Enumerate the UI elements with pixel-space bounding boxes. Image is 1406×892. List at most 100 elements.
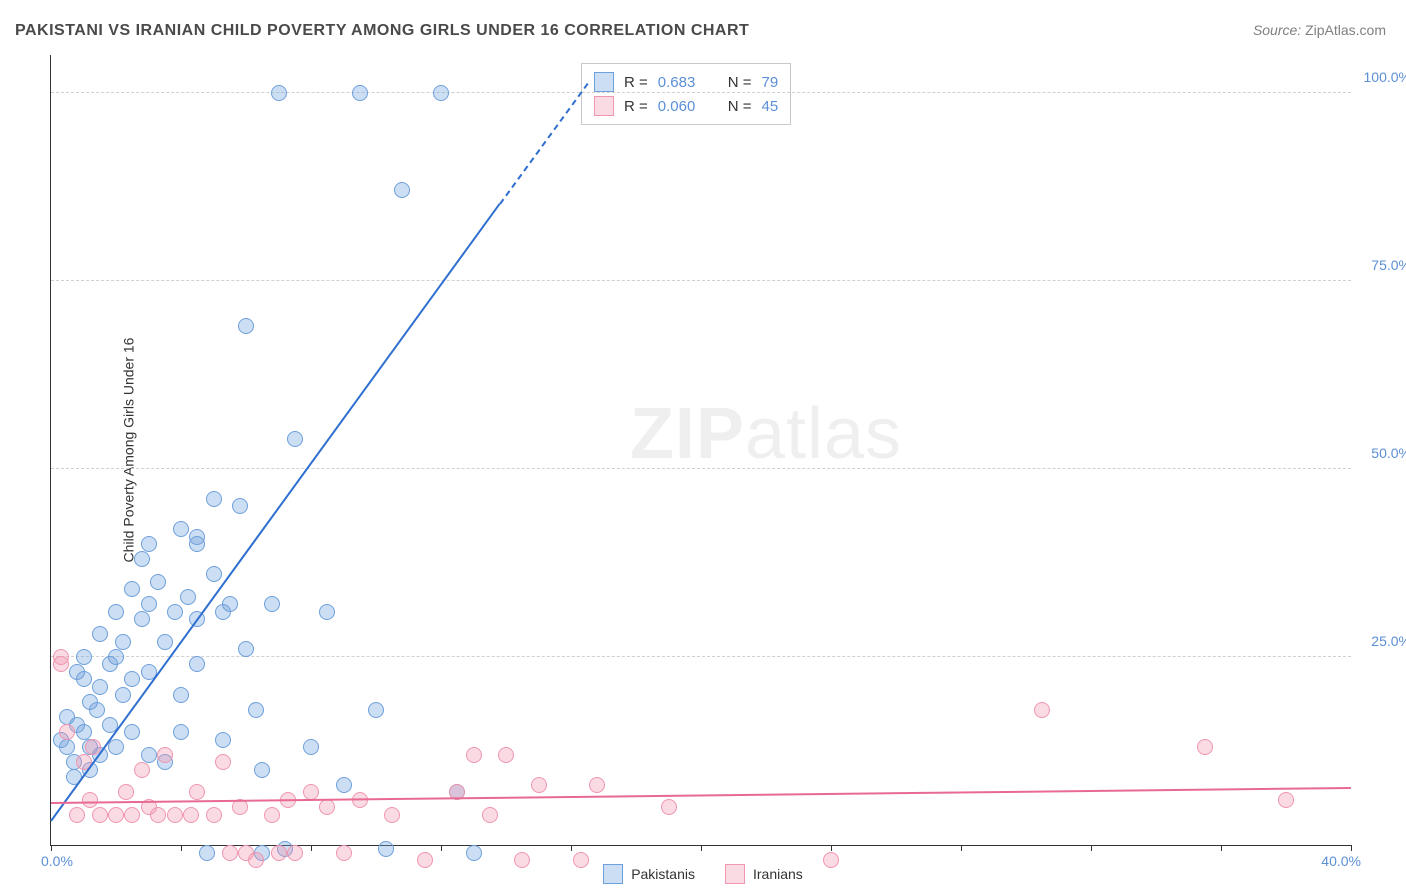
trend-line xyxy=(50,204,500,822)
scatter-point xyxy=(92,626,108,642)
scatter-point xyxy=(206,807,222,823)
scatter-point xyxy=(199,845,215,861)
scatter-point xyxy=(180,589,196,605)
scatter-point xyxy=(319,604,335,620)
scatter-point xyxy=(124,807,140,823)
n-value-pakistanis: 79 xyxy=(762,74,779,91)
scatter-point xyxy=(238,641,254,657)
scatter-point xyxy=(167,807,183,823)
legend-item-iranians: Iranians xyxy=(725,864,803,884)
scatter-point xyxy=(76,649,92,665)
scatter-point xyxy=(183,807,199,823)
scatter-point xyxy=(108,807,124,823)
scatter-point xyxy=(303,739,319,755)
scatter-point xyxy=(352,85,368,101)
scatter-point xyxy=(215,732,231,748)
scatter-point xyxy=(108,649,124,665)
watermark-atlas: atlas xyxy=(745,394,902,474)
x-tick xyxy=(831,845,832,851)
scatter-point xyxy=(76,724,92,740)
r-label: R = xyxy=(624,98,648,115)
scatter-point xyxy=(141,536,157,552)
scatter-point xyxy=(157,747,173,763)
scatter-point xyxy=(264,807,280,823)
source-name: ZipAtlas.com xyxy=(1305,22,1386,38)
scatter-point xyxy=(661,799,677,815)
scatter-point xyxy=(89,702,105,718)
scatter-point xyxy=(466,747,482,763)
scatter-point xyxy=(336,845,352,861)
scatter-point xyxy=(254,762,270,778)
gridline xyxy=(51,92,1351,93)
scatter-point xyxy=(108,739,124,755)
scatter-point xyxy=(1278,792,1294,808)
scatter-point xyxy=(108,604,124,620)
scatter-point xyxy=(189,529,205,545)
scatter-point xyxy=(384,807,400,823)
scatter-point xyxy=(287,431,303,447)
scatter-point xyxy=(157,634,173,650)
scatter-point xyxy=(368,702,384,718)
scatter-point xyxy=(319,799,335,815)
scatter-point xyxy=(189,784,205,800)
trend-line xyxy=(499,84,588,206)
scatter-point xyxy=(264,596,280,612)
scatter-point xyxy=(141,596,157,612)
scatter-point xyxy=(215,754,231,770)
scatter-point xyxy=(394,182,410,198)
scatter-point xyxy=(69,807,85,823)
scatter-point xyxy=(206,491,222,507)
scatter-point xyxy=(271,845,287,861)
x-tick xyxy=(571,845,572,851)
series-legend: Pakistanis Iranians xyxy=(0,864,1406,884)
gridline xyxy=(51,468,1351,469)
x-tick xyxy=(961,845,962,851)
scatter-point xyxy=(466,845,482,861)
scatter-point xyxy=(82,792,98,808)
chart-container: PAKISTANI VS IRANIAN CHILD POVERTY AMONG… xyxy=(0,0,1406,892)
scatter-point xyxy=(271,85,287,101)
scatter-point xyxy=(59,739,75,755)
y-tick-label: 25.0% xyxy=(1371,633,1406,649)
r-value-pakistanis: 0.683 xyxy=(658,74,708,91)
y-axis-label: Child Poverty Among Girls Under 16 xyxy=(120,338,136,563)
scatter-point xyxy=(222,845,238,861)
scatter-point xyxy=(336,777,352,793)
swatch-pakistanis xyxy=(594,72,614,92)
swatch-pakistanis xyxy=(603,864,623,884)
scatter-point xyxy=(378,841,394,857)
n-label: N = xyxy=(728,74,752,91)
x-tick xyxy=(1221,845,1222,851)
n-value-iranians: 45 xyxy=(762,98,779,115)
scatter-point xyxy=(232,498,248,514)
source-attribution: Source: ZipAtlas.com xyxy=(1253,22,1386,38)
x-tick xyxy=(181,845,182,851)
scatter-point xyxy=(1197,739,1213,755)
scatter-point xyxy=(287,845,303,861)
plot-area: Child Poverty Among Girls Under 16 ZIPat… xyxy=(50,55,1351,846)
scatter-point xyxy=(59,724,75,740)
x-tick xyxy=(1091,845,1092,851)
watermark-zip: ZIP xyxy=(630,394,745,474)
scatter-point xyxy=(115,634,131,650)
watermark: ZIPatlas xyxy=(630,393,902,475)
x-tick xyxy=(311,845,312,851)
scatter-point xyxy=(482,807,498,823)
scatter-point xyxy=(238,318,254,334)
n-label: N = xyxy=(728,98,752,115)
scatter-point xyxy=(115,687,131,703)
legend-row-iranians: R = 0.060 N = 45 xyxy=(594,94,778,118)
legend-label-pakistanis: Pakistanis xyxy=(631,866,695,882)
x-tick xyxy=(701,845,702,851)
x-tick xyxy=(51,845,52,851)
x-tick xyxy=(1351,845,1352,851)
source-label: Source: xyxy=(1253,22,1305,38)
chart-title: PAKISTANI VS IRANIAN CHILD POVERTY AMONG… xyxy=(15,22,749,40)
swatch-iranians xyxy=(725,864,745,884)
scatter-point xyxy=(124,671,140,687)
scatter-point xyxy=(498,747,514,763)
scatter-point xyxy=(134,762,150,778)
scatter-point xyxy=(150,807,166,823)
x-tick xyxy=(441,845,442,851)
scatter-point xyxy=(92,807,108,823)
